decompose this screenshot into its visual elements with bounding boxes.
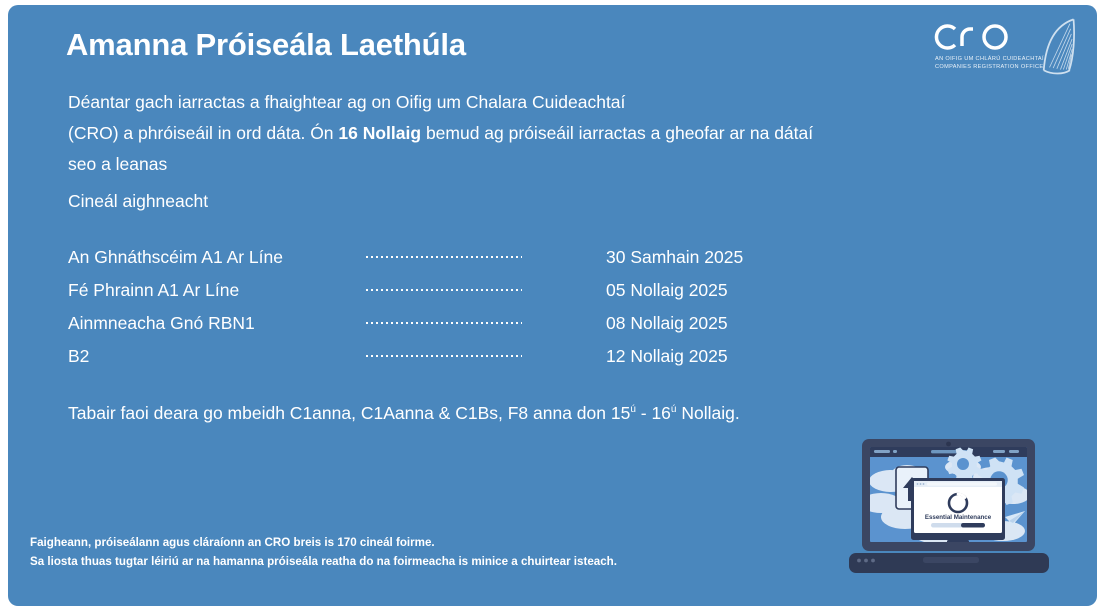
processing-date: 12 Nollaig 2025 [606,346,728,366]
laptop-camera-icon [946,441,951,447]
submission-type: An Ghnáthscéim A1 Ar Líne [68,247,283,267]
table-row: An Ghnáthscéim A1 Ar Líne 30 Samhain 202… [68,241,828,274]
processing-dates-table: An Ghnáthscéim A1 Ar Líne 30 Samhain 202… [68,241,828,373]
note-text: Tabair faoi deara go mbeidh C1anna, C1Aa… [68,403,740,424]
monitor-window: Essential Maintenance [911,478,1005,542]
note-ordinal-2: ú [670,404,677,416]
note-middle: - 16 [635,403,671,423]
submission-type: Ainmneacha Gnó RBN1 [68,313,255,333]
paper-plane-icon [1005,511,1025,527]
page-title: Amanna Próiseála Laethúla [66,27,466,62]
processing-date: 05 Nollaig 2025 [606,280,728,300]
laptop-trackpad [923,557,979,563]
screen-status-text: Essential Maintenance [925,514,992,521]
note-before: Tabair faoi deara go mbeidh C1anna, C1Aa… [68,403,631,423]
cro-wordmark-icon [934,24,1008,50]
intro-line-2: (CRO) a phróiseáil in ord dáta. Ón 16 No… [68,118,1008,149]
leader-dots [366,355,522,357]
submission-type-heading: Cineál aighneacht [68,191,209,211]
logo-subtitle-irish: AN OIFIG UM CHLÁRÚ CUIDEACHTAÍ [935,56,1044,62]
loading-spinner [947,492,969,514]
intro-date-highlight: 16 Nollaig [338,123,422,143]
cro-logo: AN OIFIG UM CHLÁRÚ CUIDEACHTAÍ COMPANIES… [933,15,1081,81]
logo-subtitle-english: COMPANIES REGISTRATION OFFICE [935,64,1044,71]
laptop-screen: Essential Maintenance [870,447,1027,542]
table-row: Ainmneacha Gnó RBN1 08 Nollaig 2025 [68,307,828,340]
intro-paragraph: Déantar gach iarractas a fhaightear ag o… [68,87,1008,180]
intro-line-3: seo a leanas [68,154,168,174]
note-ordinal-1: ú [630,404,636,416]
submission-type: Fé Phrainn A1 Ar Líne [68,280,240,300]
note-after: Nollaig. [676,403,740,423]
table-row: B2 12 Nollaig 2025 [68,340,828,373]
footer-line-1: Faigheann, próiseálann agus cláraíonn an… [30,536,435,549]
submission-type: B2 [68,346,90,366]
intro-line-2-before: (CRO) a phróiseáil in ord dáta. Ón [68,123,339,143]
intro-line-2-after: bemud ag próiseáil iarractas a gheofar a… [421,123,814,143]
intro-line-1: Déantar gach iarractas a fhaightear ag o… [68,92,626,112]
laptop-maintenance-illustration: Essential Maintenance [849,439,1049,573]
processing-date: 30 Samhain 2025 [606,247,744,267]
leader-dots [366,256,522,258]
harp-icon [1042,18,1075,75]
leader-dots [366,322,522,324]
processing-date: 08 Nollaig 2025 [606,313,728,333]
logo-subtitle: AN OIFIG UM CHLÁRÚ CUIDEACHTAÍ COMPANIES… [935,55,1044,72]
footer-note: Faigheann, próiseálann agus cláraíonn an… [30,533,617,571]
footer-line-2: Sa liosta thuas tugtar léiriú ar na hama… [30,555,617,568]
leader-dots [366,289,522,291]
info-card: AN OIFIG UM CHLÁRÚ CUIDEACHTAÍ COMPANIES… [8,5,1097,606]
table-row: Fé Phrainn A1 Ar Líne 05 Nollaig 2025 [68,274,828,307]
laptop-indicator-lights [857,558,875,563]
